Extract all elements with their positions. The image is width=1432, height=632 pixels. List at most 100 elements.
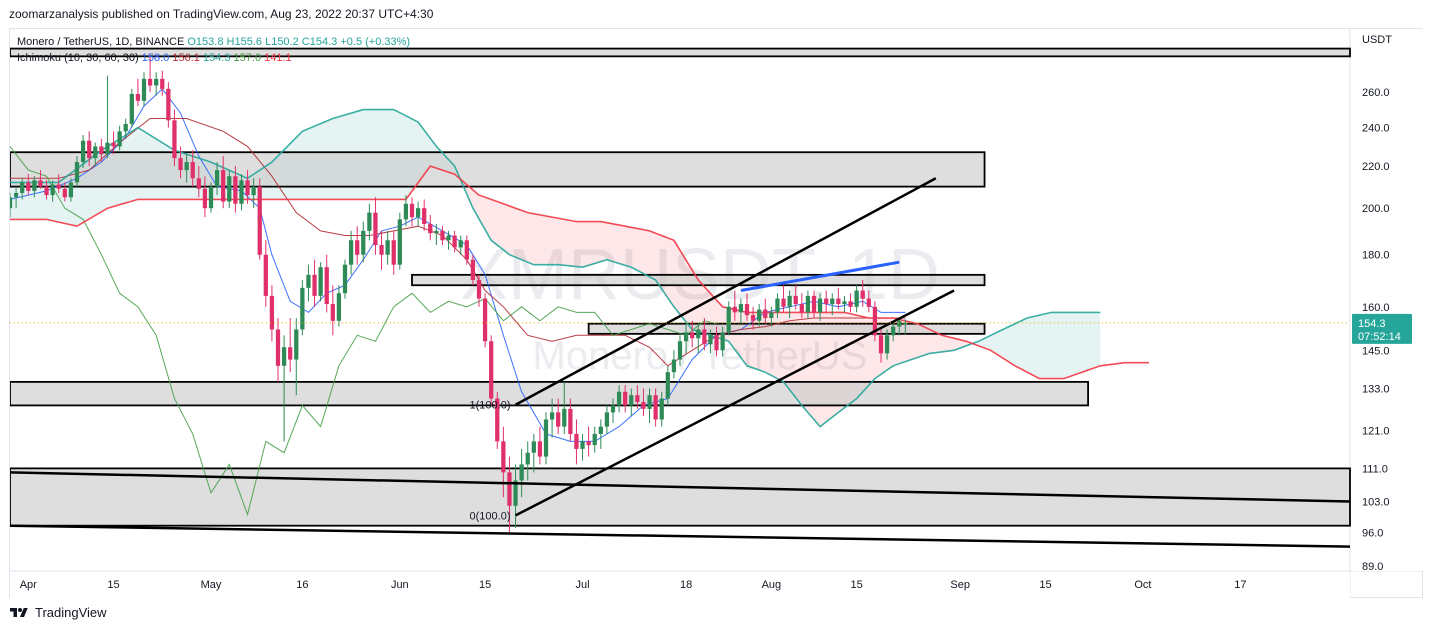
candle-up [854,285,859,313]
candle-down [750,306,756,330]
candle-body [87,140,92,159]
candle-body [750,315,756,321]
cloud-bearish-segment [527,212,534,265]
candle-down [866,290,871,313]
candle-body [147,78,153,86]
candle-body [562,408,567,427]
candle-body [501,441,506,473]
candle-body [671,359,677,373]
candle-up [50,180,55,202]
cloud-bearish-segment [539,214,546,265]
candle-body [860,290,865,299]
time-axis-background [10,572,1350,599]
candle-down [452,230,457,253]
candle-body [744,304,750,316]
candle-down [635,385,640,409]
candle-up [227,170,232,209]
candle-up [239,174,244,211]
candle-body [464,240,469,260]
candle-body [257,186,262,255]
candle-down [574,419,579,465]
candle-body [80,140,86,163]
candle-body [434,230,439,234]
candle-body [848,301,853,307]
chart-frame[interactable]: XMRUSDT, 1DMonero / TetherUS1(100.0)0(10… [9,28,1424,599]
candle-up [123,118,128,139]
price-chart[interactable]: XMRUSDT, 1DMonero / TetherUS1(100.0)0(10… [10,29,1424,599]
candle-down [391,230,396,275]
zone-rect [10,47,1351,58]
ichimoku-kijun-line [10,118,906,367]
candle-body [604,412,610,427]
candle-body [318,267,323,296]
cloud-bearish-segment [521,210,528,263]
candle-body [227,176,232,202]
candle-body [872,306,878,336]
cloud-bearish-segment [576,221,583,268]
candle-up [903,319,908,335]
candle-up [294,317,299,396]
candle-body [20,182,25,193]
candle-body [32,180,37,191]
candle-body [775,298,780,313]
candle-body [221,170,226,202]
candle-body [452,235,457,248]
candle-body [233,176,238,204]
price-tick-label: 89.0 [1362,561,1383,573]
time-tick-label: 16 [296,579,308,591]
candle-down [160,70,165,96]
ichimoku-legend[interactable]: Ichimoku (10, 30, 60, 30) 158.0 156.1 15… [17,52,292,64]
candle-body [342,264,348,294]
candle-body [690,332,695,339]
ichimoku-span-a-line [10,108,1101,428]
cloud-bearish-segment [771,312,778,379]
candle-up [458,235,463,255]
footer-brand[interactable]: TradingView [9,605,107,620]
candle-body [763,309,768,318]
candle-down [440,226,445,246]
candle-body [793,295,798,305]
cloud-bearish-segment [698,280,705,334]
candle-down [763,298,768,324]
candle-up [805,290,811,318]
candle-body [111,142,116,147]
candle-body [817,298,823,313]
price-tick-label: 121.0 [1362,425,1390,437]
candle-up [342,259,348,299]
candle-down [409,197,415,227]
time-tick-label: Jun [391,579,409,591]
candle-body [543,419,549,457]
cloud-bearish-segment [941,335,948,352]
cloud-bullish-segment [1027,316,1034,376]
candle-body [428,223,433,234]
candle-body [677,341,683,360]
candle-down [476,274,482,307]
candle-up [769,306,774,327]
candle-up [306,264,311,302]
time-tick-label: Jul [576,579,590,591]
candle-body [781,298,786,307]
candle-up [604,405,610,434]
candle-body [513,480,518,506]
cloud-bullish-segment [1094,312,1101,368]
candle-body [616,391,622,406]
candle-body [653,395,658,420]
candle-body [623,391,628,406]
candle-up [580,433,585,461]
candle-body [373,212,378,246]
candle-up [208,182,214,213]
cloud-bearish-segment [619,225,626,266]
ichimoku-spanb-value: 141.1 [264,52,292,64]
price-tick-label: 260.0 [1362,87,1390,99]
candle-down [135,78,141,107]
cloud-bearish-segment [497,201,504,250]
zone-rect [10,151,986,188]
cloud-bullish-segment [1021,317,1028,373]
candle-down [178,146,183,179]
candle-up [610,398,616,424]
cloud-bullish-segment [1082,312,1089,373]
candle-body [531,441,536,453]
candle-body [208,186,214,209]
candle-down [87,131,92,167]
cloud-bearish-segment [625,226,632,268]
